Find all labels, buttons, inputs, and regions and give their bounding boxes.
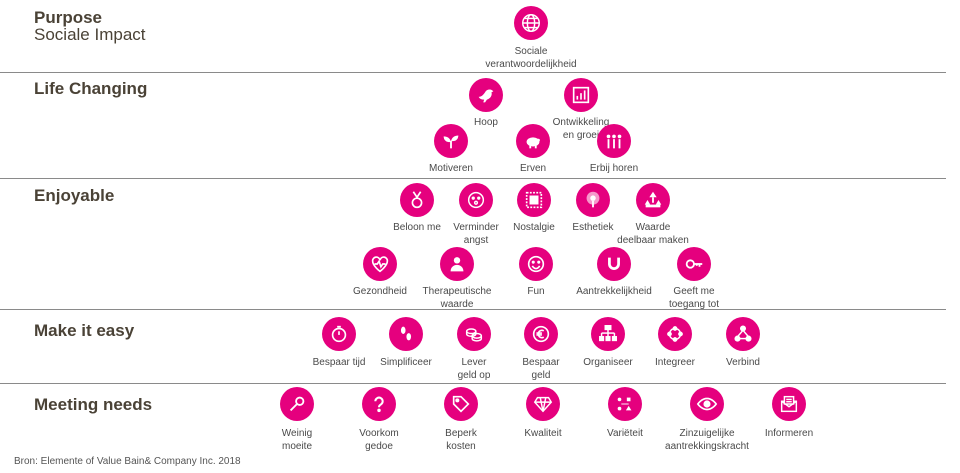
label-voorkom-gedoe: Voorkom gedoe bbox=[359, 428, 399, 452]
rattle-icon bbox=[280, 387, 314, 421]
medal-icon bbox=[400, 183, 434, 217]
label-simplificeer: Simplificeer bbox=[380, 357, 432, 368]
label-ontwikkeling-en-groei: Ontwikkeling en groei bbox=[552, 117, 610, 141]
connect-icon bbox=[726, 317, 760, 351]
label-beperk-kosten: Beperk kosten bbox=[445, 428, 477, 452]
label-erven: Erven bbox=[519, 163, 547, 174]
piggy-bank-icon bbox=[516, 124, 550, 158]
label-integreer: Integreer bbox=[654, 357, 696, 368]
label-gezondheid: Gezondheid bbox=[353, 286, 407, 297]
label-sociale-verantwoordelijkheid: Sociale verantwoordelijkheid bbox=[485, 46, 577, 70]
divider bbox=[0, 178, 946, 179]
label-waarde-deelbaar-maken: Waarde deelbaar maken bbox=[617, 222, 689, 246]
growth-chart-icon bbox=[564, 78, 598, 112]
label-nostalgie: Nostalgie bbox=[513, 222, 555, 233]
label-therapeutische-waarde: Therapeutische waarde bbox=[422, 286, 492, 310]
label-fun: Fun bbox=[527, 286, 545, 297]
smiley-icon bbox=[519, 247, 553, 281]
globe-icon bbox=[514, 6, 548, 40]
newsletter-icon bbox=[772, 387, 806, 421]
key-icon bbox=[677, 247, 711, 281]
label-weinig-moeite: Weinig moeite bbox=[281, 428, 313, 452]
label-informeren: Informeren bbox=[764, 428, 814, 439]
section-title-enjoyable: Enjoyable bbox=[34, 186, 115, 205]
divider bbox=[0, 383, 946, 384]
section-title-make-it-easy: Make it easy bbox=[34, 321, 135, 340]
heart-pulse-icon bbox=[363, 247, 397, 281]
label-esthetiek: Esthetiek bbox=[572, 222, 614, 233]
magnet-icon bbox=[597, 247, 631, 281]
label-aantrekkelijkheid: Aantrekkelijkheid bbox=[576, 286, 652, 297]
label-geeft-me-toegang-tot: Geeft me toegang tot bbox=[668, 286, 720, 310]
label-bespaar-tijd: Bespaar tijd bbox=[312, 357, 366, 368]
divider bbox=[0, 72, 946, 73]
label-kwaliteit: Kwaliteit bbox=[524, 428, 562, 439]
variety-icon bbox=[608, 387, 642, 421]
diamond-icon bbox=[526, 387, 560, 421]
label-verminder-angst: Verminder angst bbox=[453, 222, 499, 246]
euro-icon bbox=[524, 317, 558, 351]
source-note: Bron: Elemente of Value Bain& Company In… bbox=[14, 456, 241, 467]
share-value-icon bbox=[636, 183, 670, 217]
integrate-icon bbox=[658, 317, 692, 351]
section-title-purpose: Purpose bbox=[34, 8, 103, 27]
label-lever-geld-op: Lever geld op bbox=[457, 357, 491, 381]
people-group-icon bbox=[597, 124, 631, 158]
question-icon bbox=[362, 387, 396, 421]
section-title-life-changing: Life Changing bbox=[34, 79, 148, 98]
bird-icon bbox=[469, 78, 503, 112]
label-bespaar-geld: Bespaar geld bbox=[522, 357, 560, 381]
label-motiveren: Motiveren bbox=[429, 163, 473, 174]
label-hoop: Hoop bbox=[474, 117, 498, 128]
coins-icon bbox=[457, 317, 491, 351]
label-beloon-me: Beloon me bbox=[393, 222, 441, 233]
section-subtitle-purpose: Sociale Impact bbox=[34, 25, 146, 44]
label-zinzuigelijke-aantrekkingskracht: Zinzuigelijke aantrekkingskracht bbox=[665, 428, 749, 452]
therapist-icon bbox=[440, 247, 474, 281]
stamp-icon bbox=[517, 183, 551, 217]
footsteps-icon bbox=[389, 317, 423, 351]
price-tag-icon bbox=[444, 387, 478, 421]
peacock-icon bbox=[576, 183, 610, 217]
stopwatch-icon bbox=[322, 317, 356, 351]
section-title-meeting-needs: Meeting needs bbox=[34, 395, 153, 414]
org-chart-icon bbox=[591, 317, 625, 351]
divider bbox=[0, 309, 946, 310]
label-erbij-horen: Erbij horen bbox=[589, 163, 639, 174]
eye-icon bbox=[690, 387, 724, 421]
label-organiseer: Organiseer bbox=[583, 357, 633, 368]
sprout-icon bbox=[434, 124, 468, 158]
label-verbind: Verbind bbox=[726, 357, 760, 368]
label-varieteit: Variëteit bbox=[607, 428, 643, 439]
calm-face-icon bbox=[459, 183, 493, 217]
